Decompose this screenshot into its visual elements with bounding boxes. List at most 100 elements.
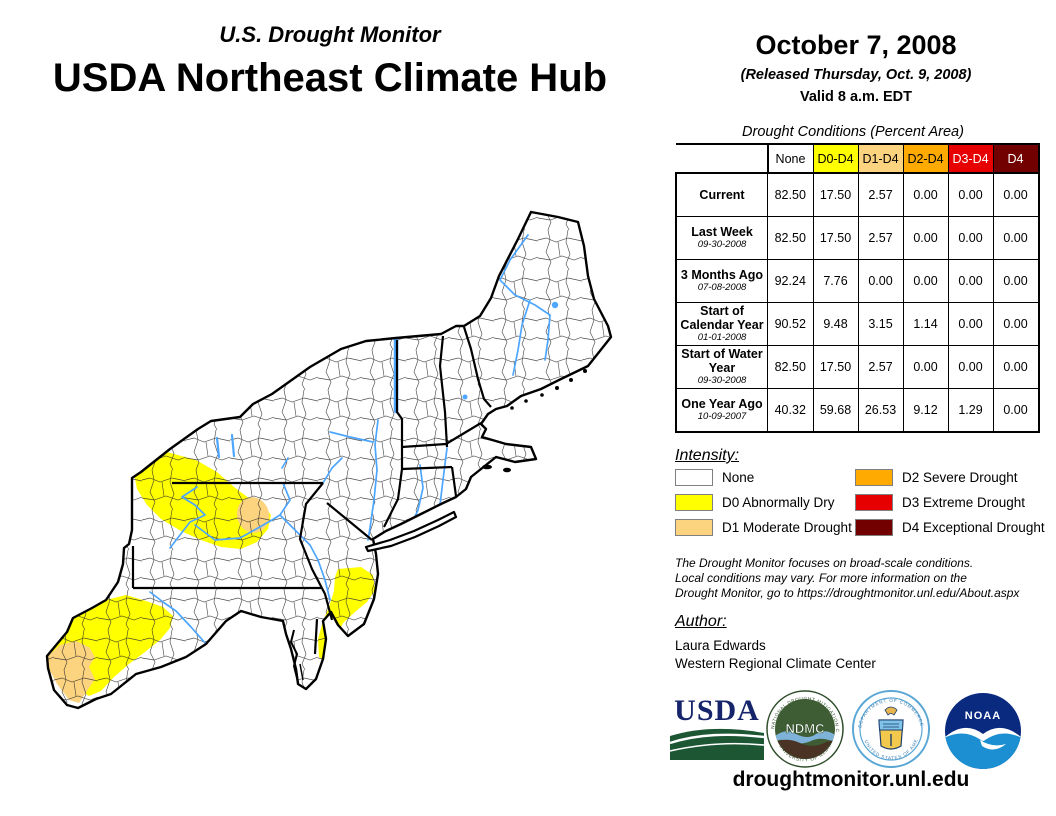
cell-value: 82.50 — [767, 345, 814, 389]
me-nh-border — [462, 326, 492, 408]
noaa-logo: NOAA — [945, 693, 1021, 769]
cell-value: 0.00 — [902, 216, 949, 260]
usda-field-icon — [670, 728, 764, 760]
cell-value: 0.00 — [992, 216, 1040, 260]
ri-ct-border — [450, 466, 458, 497]
legend-label: None — [722, 470, 755, 485]
table-header-row: None D0-D4 D1-D4 D2-D4 D3-D4 D4 — [676, 143, 1040, 174]
row-date: 01-01-2008 — [697, 332, 747, 344]
cell-value: 0.00 — [992, 259, 1040, 303]
table-row: Start of Water Year 09-30-2008 82.50 17.5… — [675, 345, 1040, 389]
author-organization: Western Regional Climate Center — [675, 656, 876, 671]
table-row: Last Week 09-30-2008 82.50 17.50 2.57 0.0… — [675, 216, 1040, 260]
mohawk-river — [329, 431, 374, 443]
map-date: October 7, 2008 — [755, 30, 957, 60]
vt-nh-border — [438, 335, 449, 448]
intensity-heading: Intensity: — [675, 447, 740, 464]
upper-delaware-river — [322, 457, 343, 484]
cell-value: 59.68 — [812, 388, 859, 433]
cell-value: 0.00 — [947, 302, 994, 346]
cell-value: 0.00 — [947, 172, 994, 217]
table-row: One Year Ago 10-09-2007 40.32 59.68 26.53… — [675, 388, 1040, 433]
row-date: 09-30-2008 — [697, 239, 747, 251]
cell-value: 0.00 — [992, 345, 1040, 389]
col-header-d2d4: D2-D4 — [902, 143, 949, 174]
cell-value: 2.57 — [857, 345, 904, 389]
ma-south-border — [401, 465, 453, 471]
cell-value: 0.00 — [902, 259, 949, 303]
de-md-border — [313, 618, 319, 655]
coastline-outline — [45, 210, 613, 710]
allegheny-river — [169, 486, 206, 549]
legend-swatch-none — [675, 469, 713, 486]
northeast-map-svg — [45, 210, 613, 710]
row-label: Last Week — [691, 224, 753, 239]
cell-value: 82.50 — [767, 172, 814, 217]
logo-row: USDA NDMC NATIONAL DROUGHT MITIGATION CE… — [666, 688, 1036, 769]
website-url[interactable]: droughtmonitor.unl.edu — [732, 768, 970, 791]
commerce-seal-logo: DEPARTMENT OF COMMERCE UNITED STATES OF … — [852, 690, 930, 768]
cell-value: 17.50 — [812, 345, 859, 389]
cell-value: 7.76 — [812, 259, 859, 303]
ma-north-border — [401, 422, 482, 449]
row-date: 07-08-2008 — [697, 282, 747, 294]
connecticut-river — [439, 447, 448, 506]
potomac-river — [149, 591, 207, 645]
col-header-d0d4: D0-D4 — [812, 143, 859, 174]
table-row: 3 Months Ago 07-08-2008 92.24 7.76 0.00 0… — [675, 259, 1040, 303]
author-heading: Author: — [675, 613, 727, 630]
table-corner-cell — [676, 143, 768, 173]
row-label: Current — [699, 187, 745, 202]
disclaimer-line: Local conditions may vary. For more info… — [675, 571, 967, 585]
legend-swatch-d1 — [675, 519, 713, 536]
usda-logo: USDA — [670, 694, 764, 760]
col-header-d1d4: D1-D4 — [857, 143, 904, 174]
delaware-river-border — [298, 482, 334, 621]
row-label: Start of Water Year — [681, 346, 763, 376]
valid-time: Valid 8 a.m. EDT — [799, 89, 912, 105]
usda-logo-text: USDA — [674, 694, 760, 727]
legend-swatch-d0 — [675, 494, 713, 511]
legend-swatch-d3 — [855, 494, 893, 511]
legend-swatch-d4 — [855, 519, 893, 536]
cell-value: 1.14 — [902, 302, 949, 346]
col-header-none: None — [766, 143, 814, 174]
cell-value: 17.50 — [812, 172, 859, 217]
ndmc-logo-text: NDMC — [786, 721, 826, 736]
author-name: Laura Edwards — [675, 638, 766, 653]
cell-value: 0.00 — [947, 345, 994, 389]
date-block: October 7, 2008 (Released Thursday, Oct.… — [688, 30, 1024, 105]
table-row: Current 82.50 17.50 2.57 0.00 0.00 0.00 — [675, 172, 1040, 217]
row-label: One Year Ago — [681, 396, 763, 411]
cell-value: 2.57 — [857, 216, 904, 260]
row-label: Start of Calendar Year — [680, 303, 764, 333]
cell-value: 17.50 — [812, 216, 859, 260]
drought-map — [10, 150, 650, 810]
ndmc-logo: NDMC NATIONAL DROUGHT MITIGATION CENTER … — [766, 690, 844, 768]
cell-value: 90.52 — [767, 302, 814, 346]
table-row: Start of Calendar Year 01-01-2008 90.52 9… — [675, 302, 1040, 346]
long-island — [364, 510, 458, 553]
cell-value: 9.12 — [902, 388, 949, 433]
report-series-title: U.S. Drought Monitor — [219, 22, 441, 47]
col-header-d4: D4 — [992, 143, 1040, 174]
drought-conditions-table: None D0-D4 D1-D4 D2-D4 D3-D4 D4 Current … — [675, 143, 1040, 433]
finger-lakes — [215, 433, 236, 459]
cell-value: 0.00 — [947, 259, 994, 303]
maine-rivers — [499, 234, 551, 361]
hudson-river — [367, 419, 379, 541]
cell-value: 0.00 — [992, 302, 1040, 346]
noaa-logo-text: NOAA — [965, 710, 1001, 722]
vermont-lake — [462, 394, 468, 400]
cell-value: 92.24 — [767, 259, 814, 303]
page-title: USDA Northeast Climate Hub — [52, 56, 608, 100]
cell-value: 0.00 — [947, 216, 994, 260]
row-label: 3 Months Ago — [680, 267, 764, 282]
ny-new-england-border — [383, 340, 404, 528]
cell-value: 0.00 — [857, 259, 904, 303]
cell-value: 0.00 — [992, 172, 1040, 217]
county-boundaries-texture — [47, 212, 611, 708]
legend-label: D1 Moderate Drought — [722, 520, 852, 535]
disclaimer-line: The Drought Monitor focuses on broad-sca… — [675, 556, 974, 570]
cell-value: 0.00 — [902, 172, 949, 217]
